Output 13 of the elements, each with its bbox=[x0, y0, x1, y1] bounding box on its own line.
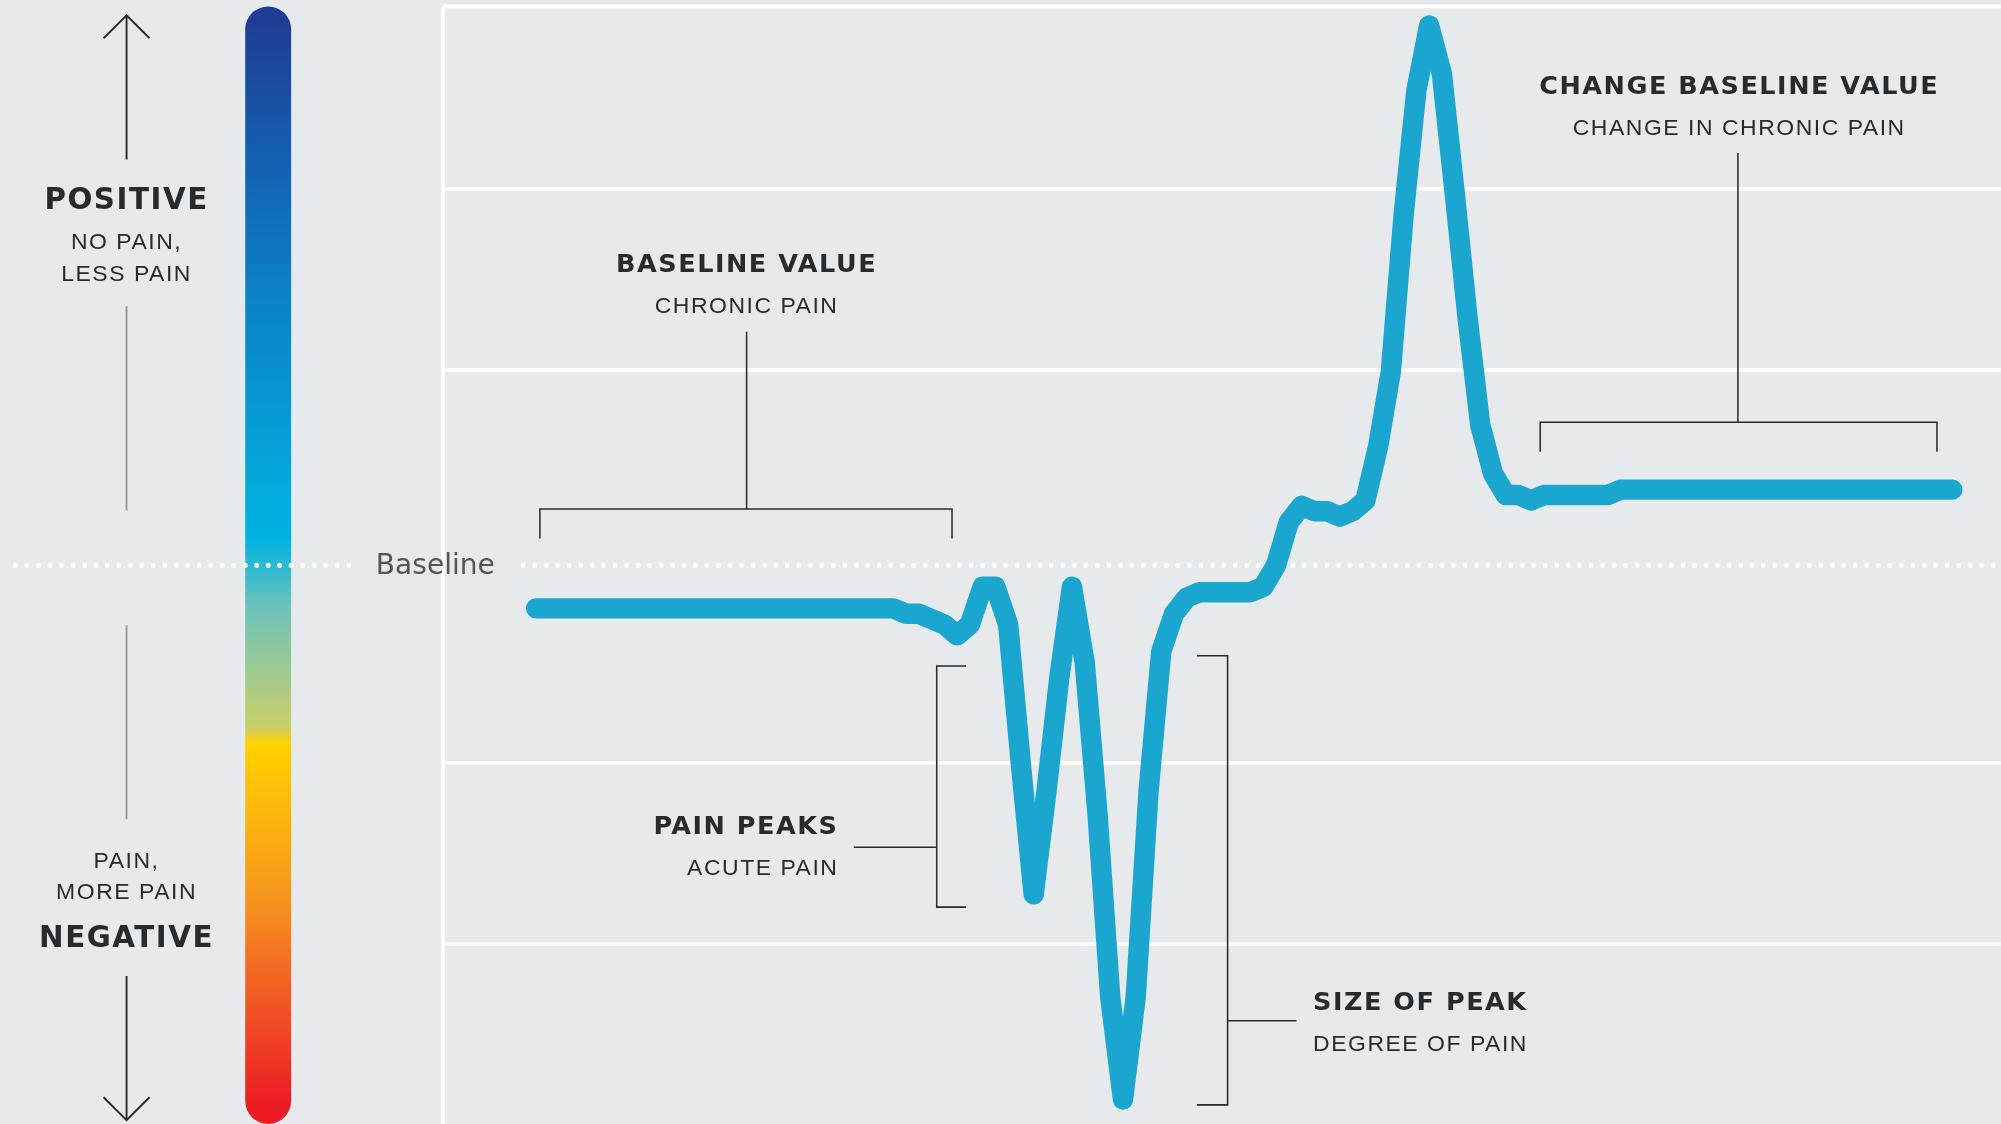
annotation: DEGREE OF PAIN bbox=[1313, 1030, 1528, 1057]
annotation: PAIN PEAKS bbox=[653, 810, 839, 841]
annotation: CHANGE IN CHRONIC PAIN bbox=[1572, 114, 1906, 141]
annotation: ACUTE PAIN bbox=[687, 854, 839, 881]
annotation: CHRONIC PAIN bbox=[654, 291, 839, 318]
text: PAIN, MORE PAIN bbox=[56, 846, 198, 905]
annotation: CHANGE BASELINE VALUE bbox=[1539, 70, 1940, 101]
text: NO PAIN, LESS PAIN bbox=[61, 227, 192, 286]
text: NEGATIVE bbox=[39, 919, 215, 954]
text: POSITIVE bbox=[44, 182, 209, 217]
annotation: BASELINE VALUE bbox=[616, 247, 878, 278]
ref-line-label: Baseline bbox=[375, 548, 495, 582]
annotation: SIZE OF PEAK bbox=[1313, 986, 1528, 1017]
